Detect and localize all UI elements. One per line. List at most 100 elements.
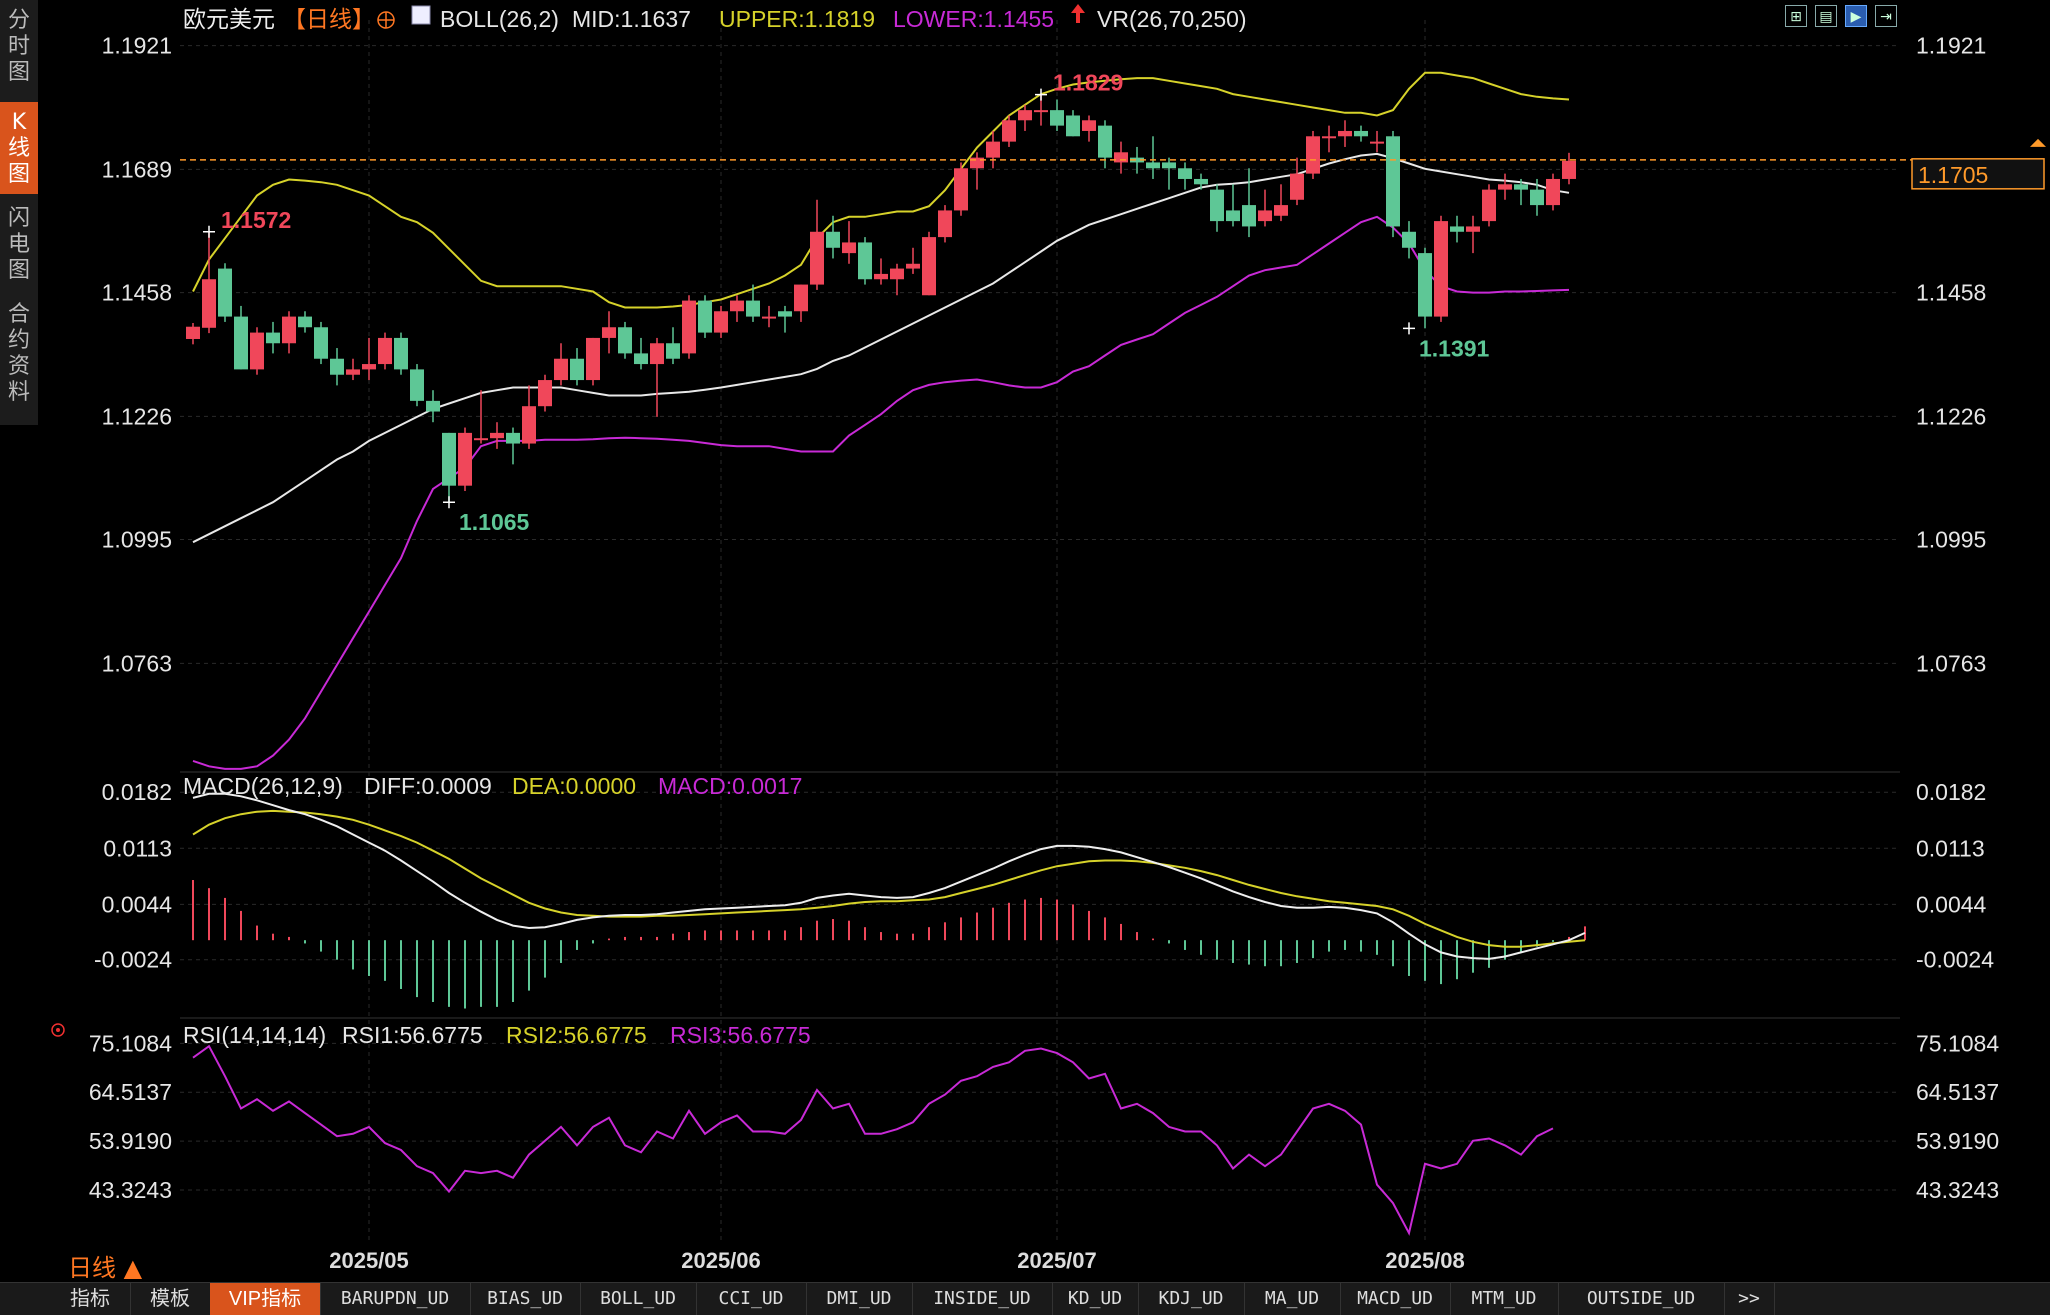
- price-tick-left: 1.0995: [102, 527, 172, 553]
- bottom-tab-11[interactable]: MA_UD: [1244, 1283, 1341, 1315]
- candle-body: [1498, 184, 1512, 190]
- bottom-tab-4[interactable]: BIAS_UD: [470, 1283, 581, 1315]
- price-tick-left: 1.0763: [102, 650, 172, 676]
- bottom-tab-14[interactable]: OUTSIDE_UD: [1558, 1283, 1725, 1315]
- candle-body: [810, 231, 824, 285]
- sidebar-tab-2[interactable]: 闪 电 图: [7, 206, 30, 283]
- candle-body: [794, 284, 808, 312]
- macd-macd-value: MACD:0.0017: [658, 773, 802, 799]
- exit-icon[interactable]: ⇥: [1875, 5, 1897, 27]
- price-tick-left: 1.1689: [102, 156, 172, 182]
- period-button[interactable]: 日线 ▲: [68, 1254, 143, 1282]
- macd-dea-value: DEA:0.0000: [512, 773, 636, 799]
- candle-body: [938, 210, 952, 238]
- candle-body: [538, 380, 552, 407]
- sidebar-tab-3[interactable]: 合 约 资 料: [7, 302, 30, 405]
- bottom-tab-13[interactable]: MTM_UD: [1450, 1283, 1559, 1315]
- candle-body: [602, 327, 616, 338]
- sidebar: 分 时 图 K 线 图闪 电 图合 约 资 料: [0, 0, 38, 425]
- macd-label: MACD(26,12,9): [183, 773, 343, 799]
- macd-tick-right: 0.0044: [1916, 891, 1987, 917]
- candle-body: [410, 369, 424, 401]
- candle-body: [986, 141, 1000, 158]
- candle-body: [1466, 226, 1480, 232]
- bottom-tab-12[interactable]: MACD_UD: [1340, 1283, 1451, 1315]
- rsi3-value: RSI3:56.6775: [670, 1022, 811, 1048]
- extreme-marker: [1403, 322, 1415, 335]
- boll-mid-line: [192, 152, 1570, 544]
- candle-body: [1514, 184, 1528, 190]
- candle-body: [1210, 189, 1224, 222]
- candle-body: [586, 337, 600, 381]
- boll-upper-line: [192, 71, 1570, 309]
- macd-diff-value: DIFF:0.0009: [364, 773, 492, 799]
- settings-icon-cross: [378, 12, 394, 28]
- candle-body: [746, 300, 760, 317]
- candle-body: [1418, 253, 1432, 317]
- rsi-tick-right: 53.9190: [1916, 1128, 1999, 1154]
- candle-body: [554, 358, 568, 381]
- chart-canvas: 2025/05 2025/06 2025/07 2025/08 1.1921 1.1921…: [51, 4, 2046, 1273]
- price-tick-right: 1.0995: [1916, 527, 1986, 553]
- candle-body: [1386, 136, 1400, 227]
- bottom-tab-2[interactable]: VIP指标: [210, 1283, 321, 1315]
- candle-body: [1130, 157, 1144, 163]
- macd-tick-left: 0.0113: [103, 835, 172, 861]
- candle-body: [826, 231, 840, 248]
- sidebar-tab-0[interactable]: 分 时 图: [7, 8, 30, 85]
- candle-body: [858, 242, 872, 280]
- candle-body: [714, 311, 728, 333]
- candle-body: [922, 237, 936, 296]
- bottom-tab-3[interactable]: BARUPDN_UD: [320, 1283, 471, 1315]
- bottom-tab-1[interactable]: 模板: [130, 1283, 211, 1315]
- candle-body: [218, 268, 232, 317]
- chart-toggle-icon[interactable]: ▶: [1845, 5, 1867, 27]
- price-tick-right: 1.1458: [1916, 280, 1986, 306]
- bottom-tab-5[interactable]: BOLL_UD: [580, 1283, 697, 1315]
- macd-dea-line: [192, 809, 1586, 948]
- bottom-tab-6[interactable]: CCI_UD: [696, 1283, 807, 1315]
- period-tag: 【日线】: [283, 7, 375, 33]
- sidebar-tab-1[interactable]: K 线 图: [0, 102, 38, 194]
- candle-body: [1034, 110, 1048, 113]
- grid-icon[interactable]: ⊞: [1785, 5, 1807, 27]
- candle-body: [1114, 152, 1128, 163]
- rsi-label: RSI(14,14,14): [183, 1022, 326, 1048]
- candle-body: [874, 273, 888, 280]
- boll-lower-line: [192, 215, 1570, 770]
- candle-body: [730, 300, 744, 312]
- extreme-marker: [443, 496, 455, 509]
- candle-body: [522, 406, 536, 444]
- vr-arrow-icon: [1071, 4, 1085, 23]
- bottom-tab-0[interactable]: 指标: [50, 1283, 131, 1315]
- candle-body: [970, 157, 984, 169]
- rsi-tick-right: 43.3243: [1916, 1177, 1999, 1203]
- last-price-marker: [2030, 138, 2046, 147]
- candle-body: [778, 311, 792, 317]
- bottom-tab-9[interactable]: KD_UD: [1052, 1283, 1139, 1315]
- candle-body: [1402, 231, 1416, 248]
- rsi-line: [192, 1044, 1554, 1236]
- bottom-tab-7[interactable]: DMI_UD: [806, 1283, 913, 1315]
- candle-body: [650, 343, 664, 365]
- rsi-tick-left: 43.3243: [89, 1177, 172, 1203]
- candle-body: [954, 168, 968, 211]
- compare-icon[interactable]: ▤: [1815, 5, 1837, 27]
- macd-tick-right: 0.0113: [1916, 835, 1985, 861]
- rsi-tick-right: 64.5137: [1916, 1079, 1999, 1105]
- indicator-tab-bar: 指标 模板 VIP指标 BARUPDN_UD BIAS_UD BOLL_UD CCI_UD D…: [0, 1282, 2050, 1315]
- bottom-tab-10[interactable]: KDJ_UD: [1138, 1283, 1245, 1315]
- bottom-tab-8[interactable]: INSIDE_UD: [912, 1283, 1053, 1315]
- candle-body: [1274, 205, 1288, 216]
- price-tick-right: 1.1226: [1916, 403, 1986, 429]
- candle-body: [698, 300, 712, 333]
- instrument-name: 欧元美元: [183, 7, 275, 33]
- candle-body: [1098, 125, 1112, 158]
- rsi-tick-left: 53.9190: [89, 1128, 172, 1154]
- candle-body: [1178, 168, 1192, 179]
- macd-tick-right: 0.0182: [1916, 779, 1986, 805]
- candle-body: [666, 343, 680, 359]
- bottom-tab-15[interactable]: >>: [1724, 1283, 1775, 1315]
- candle-body: [314, 327, 328, 359]
- candle-body: [1194, 178, 1208, 185]
